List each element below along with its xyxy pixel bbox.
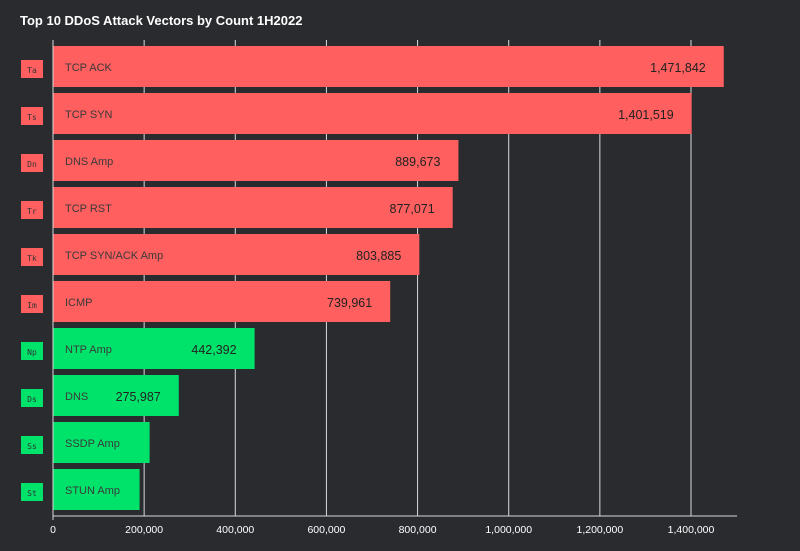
bar-category-label: DNS Amp bbox=[65, 156, 113, 168]
bar-category-label: SSDP Amp bbox=[65, 438, 120, 450]
x-tick-label: 1,400,000 bbox=[668, 524, 715, 536]
bar-value-label: 1,401,519 bbox=[618, 108, 674, 122]
category-abbr-box bbox=[21, 107, 43, 125]
bar bbox=[53, 140, 459, 181]
bar-value-label: 803,885 bbox=[356, 249, 401, 263]
bar bbox=[53, 187, 453, 228]
bar bbox=[53, 281, 391, 322]
x-tick-label: 1,000,000 bbox=[485, 524, 532, 536]
bar-value-label: 877,071 bbox=[390, 202, 435, 216]
x-tick-label: 0 bbox=[50, 524, 56, 536]
category-abbr-label: Im bbox=[27, 301, 37, 310]
bar-value-label: 275,987 bbox=[116, 390, 161, 404]
category-abbr-label: St bbox=[27, 489, 37, 498]
bar-value-label: 889,673 bbox=[395, 155, 440, 169]
x-tick-label: 400,000 bbox=[216, 524, 254, 536]
category-abbr-box bbox=[21, 154, 43, 172]
x-tick-label: 600,000 bbox=[307, 524, 345, 536]
category-abbr-label: Ds bbox=[27, 395, 37, 404]
category-abbr-label: Dn bbox=[27, 160, 37, 169]
bar-value-label: 1,471,842 bbox=[650, 61, 706, 75]
bar bbox=[53, 93, 692, 134]
chart-title: Top 10 DDoS Attack Vectors by Count 1H20… bbox=[20, 13, 303, 28]
category-abbr-box bbox=[21, 295, 43, 313]
bar bbox=[53, 46, 724, 87]
x-tick-label: 200,000 bbox=[125, 524, 163, 536]
bar-value-label: 442,392 bbox=[191, 343, 236, 357]
category-abbr-label: Ts bbox=[27, 113, 37, 122]
bar-category-label: ICMP bbox=[65, 297, 93, 309]
category-abbr-box bbox=[21, 342, 43, 360]
bar-category-label: TCP SYN bbox=[65, 109, 113, 121]
bar-category-label: NTP Amp bbox=[65, 344, 112, 356]
x-tick-label: 1,200,000 bbox=[576, 524, 623, 536]
category-abbr-box bbox=[21, 248, 43, 266]
bar bbox=[53, 375, 179, 416]
category-abbr-box bbox=[21, 201, 43, 219]
bar bbox=[53, 234, 420, 275]
category-abbr-box bbox=[21, 60, 43, 78]
bar-category-label: STUN Amp bbox=[65, 485, 120, 497]
category-abbr-box bbox=[21, 483, 43, 501]
category-abbr-label: Np bbox=[27, 348, 37, 357]
category-abbr-label: Ta bbox=[27, 66, 37, 75]
bars: Ta TCP ACK 1,471,842 Ts TCP SYN 1,401,519 Dn DN… bbox=[21, 46, 724, 510]
bar-category-label: DNS bbox=[65, 391, 88, 403]
category-abbr-box bbox=[21, 436, 43, 454]
bar-category-label: TCP SYN/ACK Amp bbox=[65, 250, 163, 262]
bar bbox=[53, 422, 150, 463]
x-axis: 0 200,000 400,000 600,000 800,000 1,000,000 1,… bbox=[50, 40, 737, 536]
category-abbr-label: Tk bbox=[27, 254, 37, 263]
category-abbr-box bbox=[21, 389, 43, 407]
bar bbox=[53, 469, 140, 510]
bar-category-label: TCP RST bbox=[65, 203, 112, 215]
category-abbr-label: Tr bbox=[27, 207, 37, 216]
bar bbox=[53, 328, 255, 369]
category-abbr-label: Ss bbox=[27, 442, 37, 451]
bar-value-label: 739,961 bbox=[327, 296, 372, 310]
bar-category-label: TCP ACK bbox=[65, 62, 113, 74]
x-tick-label: 800,000 bbox=[399, 524, 437, 536]
